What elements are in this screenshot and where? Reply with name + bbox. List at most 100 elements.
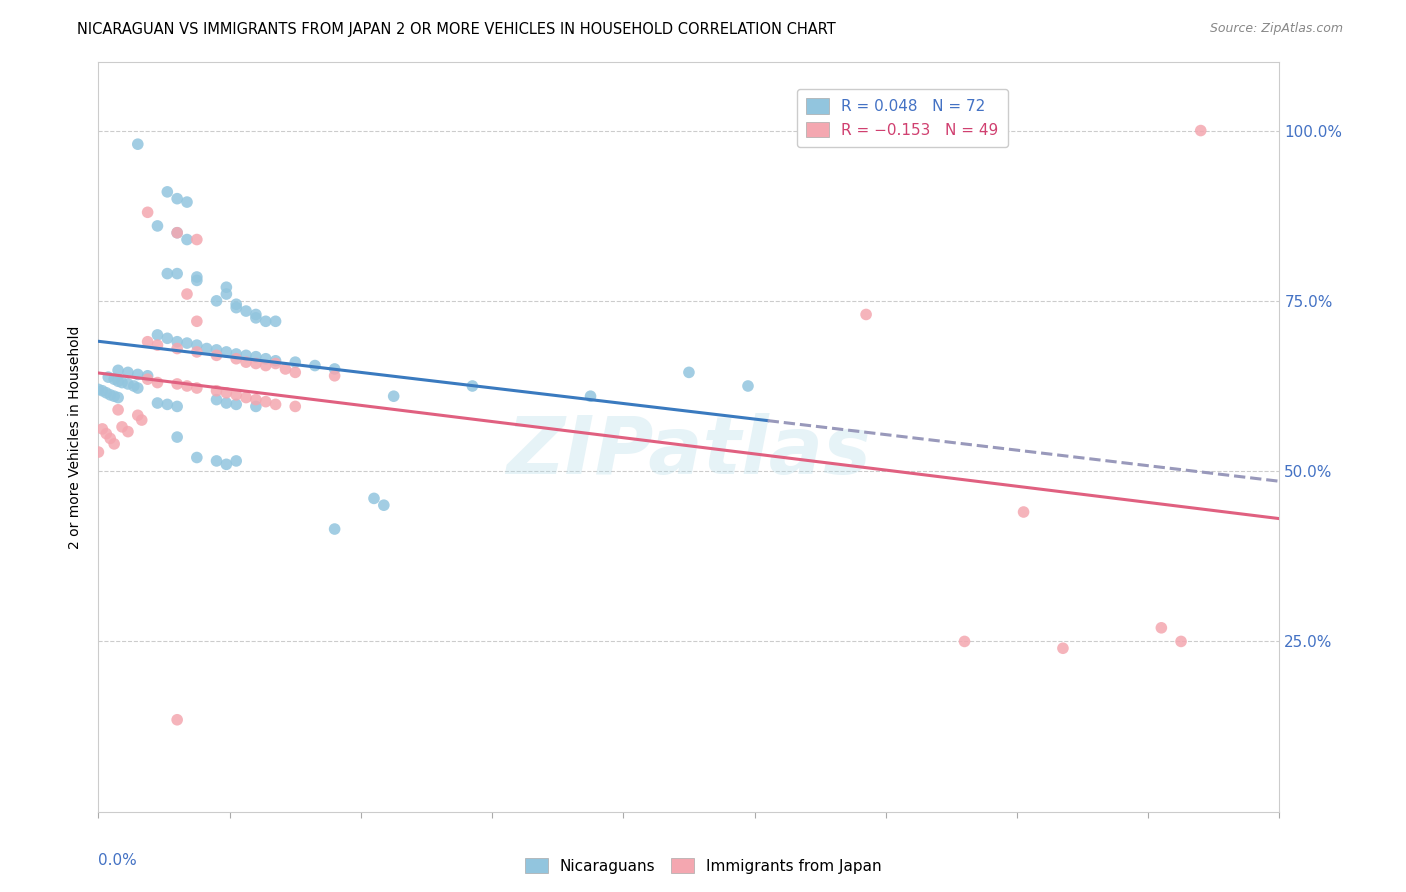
Point [96, 426, 118, 441]
Point [205, 348, 228, 362]
Point [146, 327, 169, 342]
Point [97, 370, 120, 384]
Point [225, 388, 247, 402]
Point [225, 454, 247, 468]
Point [264, 353, 287, 368]
Point [87, 445, 110, 459]
Text: NICARAGUAN VS IMMIGRANTS FROM JAPAN 2 OR MORE VEHICLES IN HOUSEHOLD CORRELATION : NICARAGUAN VS IMMIGRANTS FROM JAPAN 2 OR… [77, 22, 837, 37]
Point [166, 400, 188, 414]
Point [166, 376, 188, 391]
Point [225, 301, 247, 315]
Point [111, 420, 134, 434]
Point [215, 396, 238, 410]
Point [855, 308, 877, 322]
Point [136, 368, 159, 383]
Point [205, 343, 228, 357]
Point [98, 388, 121, 402]
Point [245, 400, 267, 414]
Point [146, 338, 169, 352]
Point [96, 385, 118, 400]
Point [264, 357, 287, 371]
Point [245, 310, 267, 325]
Point [127, 368, 149, 382]
Point [186, 345, 208, 359]
Point [166, 226, 188, 240]
Point [264, 397, 287, 411]
Point [186, 381, 208, 395]
Point [146, 396, 169, 410]
Point [176, 195, 198, 210]
Point [953, 634, 976, 648]
Point [166, 342, 188, 356]
Text: Source: ZipAtlas.com: Source: ZipAtlas.com [1209, 22, 1343, 36]
Point [186, 338, 208, 352]
Point [127, 381, 149, 395]
Point [176, 336, 198, 351]
Point [737, 379, 759, 393]
Point [1189, 123, 1212, 137]
Point [245, 350, 267, 364]
Point [176, 233, 198, 247]
Point [186, 273, 208, 287]
Point [579, 389, 602, 403]
Point [107, 363, 129, 377]
Point [195, 342, 218, 356]
Point [382, 389, 405, 403]
Point [215, 385, 238, 400]
Point [103, 389, 125, 403]
Point [225, 397, 247, 411]
Legend: Nicaraguans, Immigrants from Japan: Nicaraguans, Immigrants from Japan [519, 852, 887, 880]
Point [91, 422, 114, 436]
Point [117, 365, 139, 379]
Point [235, 391, 257, 405]
Point [107, 391, 129, 405]
Point [205, 384, 228, 398]
Point [461, 379, 484, 393]
Point [274, 362, 297, 376]
Point [235, 348, 257, 362]
Point [107, 402, 129, 417]
Point [254, 351, 277, 366]
Point [98, 432, 121, 446]
Point [166, 334, 188, 349]
Point [373, 498, 395, 512]
Point [107, 374, 129, 388]
Point [166, 430, 188, 444]
Point [284, 355, 307, 369]
Point [166, 267, 188, 281]
Text: 0.0%: 0.0% [98, 853, 138, 868]
Point [1012, 505, 1035, 519]
Text: ZIPatlas: ZIPatlas [506, 413, 872, 491]
Y-axis label: 2 or more Vehicles in Household: 2 or more Vehicles in Household [69, 326, 83, 549]
Point [264, 314, 287, 328]
Point [215, 458, 238, 472]
Point [678, 365, 700, 379]
Point [215, 287, 238, 301]
Point [215, 345, 238, 359]
Point [235, 355, 257, 369]
Point [1170, 634, 1192, 648]
Point [122, 379, 145, 393]
Point [166, 713, 188, 727]
Point [186, 233, 208, 247]
Point [103, 437, 125, 451]
Point [131, 413, 153, 427]
Point [215, 280, 238, 294]
Point [127, 137, 149, 152]
Point [156, 331, 179, 345]
Point [254, 394, 277, 409]
Point [225, 351, 247, 366]
Point [156, 397, 179, 411]
Point [245, 357, 267, 371]
Point [127, 409, 149, 423]
Point [205, 392, 228, 407]
Point [254, 359, 277, 373]
Point [103, 372, 125, 386]
Point [323, 362, 346, 376]
Point [111, 376, 134, 390]
Point [245, 308, 267, 322]
Point [156, 185, 179, 199]
Point [176, 379, 198, 393]
Point [186, 314, 208, 328]
Point [323, 368, 346, 383]
